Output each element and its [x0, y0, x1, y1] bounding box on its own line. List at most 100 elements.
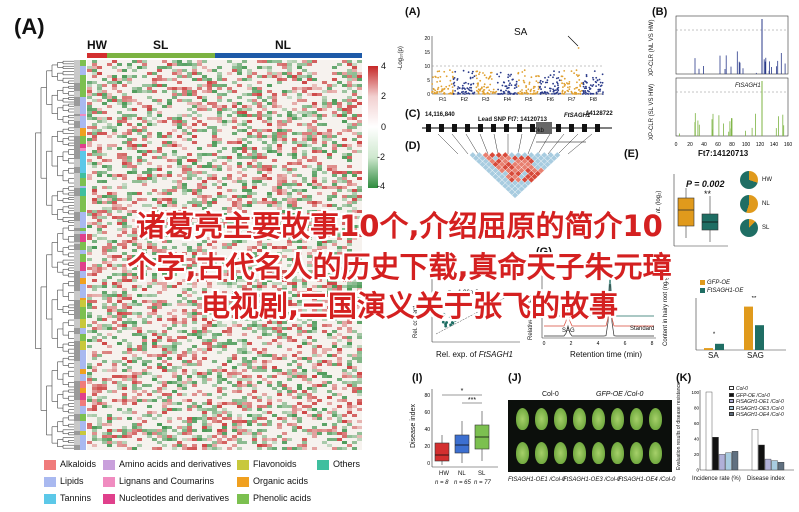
heatmap-cell	[352, 225, 357, 228]
manhattan-point	[592, 84, 595, 86]
manhattan-point	[465, 90, 467, 93]
heatmap-cell	[117, 69, 122, 72]
heatmap-cell	[272, 225, 277, 228]
heatmap-cell	[237, 258, 242, 261]
heatmap-cell	[222, 330, 227, 333]
heatmap-cell	[357, 96, 362, 99]
heatmap-cell	[152, 312, 157, 315]
manhattan-point	[541, 80, 544, 83]
group-bar-hw	[87, 53, 107, 58]
heatmap-cell	[197, 219, 202, 222]
heatmap-cell	[332, 297, 337, 300]
heatmap-cell	[137, 345, 142, 348]
heatmap-cell	[347, 99, 352, 102]
resistance-legend-item: Col-0	[729, 386, 748, 392]
heatmap-cell	[132, 240, 137, 243]
heatmap-cell	[302, 135, 307, 138]
heatmap-cell	[242, 258, 247, 261]
heatmap-cell	[242, 345, 247, 348]
manhattan-point	[453, 81, 456, 84]
class-strip-grey	[74, 400, 80, 406]
heatmap-cell	[102, 279, 107, 282]
heatmap-cell	[107, 294, 112, 297]
heatmap-cell	[132, 327, 137, 330]
legend-lignans: Lignans and Coumarins	[103, 476, 214, 487]
heatmap-cell	[222, 291, 227, 294]
heatmap-cell	[347, 183, 352, 186]
heatmap-cell	[117, 309, 122, 312]
heatmap-cell	[137, 333, 142, 336]
heatmap-cell	[122, 294, 127, 297]
heatmap-cell	[157, 234, 162, 237]
heatmap-cell	[87, 237, 92, 240]
heatmap-cell	[247, 324, 252, 327]
heatmap-cell	[192, 315, 197, 318]
heatmap-cell	[342, 324, 347, 327]
manhattan-point	[552, 88, 554, 91]
heatmap-cell	[252, 390, 257, 393]
group-bar-sl	[107, 53, 215, 58]
heatmap-cell	[207, 195, 212, 198]
heatmap-cell	[112, 255, 117, 258]
heatmap-cell	[322, 429, 327, 432]
heatmap-cell	[337, 405, 342, 408]
heatmap-cell	[117, 219, 122, 222]
heatmap-cell	[337, 237, 342, 240]
heatmap-cell	[232, 369, 237, 372]
heatmap-cell	[92, 153, 97, 156]
heatmap-cell	[122, 240, 127, 243]
heatmap-cell	[257, 354, 262, 357]
heatmap-cell	[202, 318, 207, 321]
heatmap-cell	[92, 240, 97, 243]
heatmap-cell	[127, 447, 132, 450]
heatmap-cell	[132, 378, 137, 381]
heatmap-cell	[132, 87, 137, 90]
heatmap-cell	[202, 375, 207, 378]
heatmap-cell	[342, 156, 347, 159]
heatmap-cell	[332, 447, 337, 450]
heatmap-cell	[212, 90, 217, 93]
heatmap-cell	[247, 393, 252, 396]
heatmap-cell	[122, 324, 127, 327]
heatmap-cell	[242, 342, 247, 345]
heatmap-cell	[132, 180, 137, 183]
heatmap-cell	[297, 420, 302, 423]
heatmap-cell	[262, 114, 267, 117]
heatmap-cell	[222, 363, 227, 366]
disease-ytick: 60	[424, 410, 430, 416]
heatmap-cell	[227, 330, 232, 333]
heatmap-cell	[307, 216, 312, 219]
heatmap-cell	[322, 141, 327, 144]
heatmap-cell	[332, 90, 337, 93]
heatmap-cell	[237, 108, 242, 111]
heatmap-cell	[137, 255, 142, 258]
heatmap-cell	[232, 366, 237, 369]
heatmap-cell	[162, 360, 167, 363]
heatmap-cell	[282, 129, 287, 132]
heatmap-cell	[147, 105, 152, 108]
heatmap-cell	[207, 297, 212, 300]
heatmap-cell	[247, 204, 252, 207]
heatmap-cell	[212, 345, 217, 348]
heatmap-cell	[152, 429, 157, 432]
heatmap-cell	[347, 84, 352, 87]
heatmap-cell	[157, 390, 162, 393]
class-strip-grey	[74, 173, 80, 178]
heatmap-cell	[127, 312, 132, 315]
class-strip-grey	[74, 144, 80, 148]
heatmap-cell	[112, 381, 117, 384]
disease-n-hw: n = 8	[435, 480, 449, 486]
heatmap-cell	[287, 63, 292, 66]
heatmap-cell	[242, 357, 247, 360]
heatmap-cell	[292, 87, 297, 90]
heatmap-cell	[127, 273, 132, 276]
heatmap-cell	[347, 144, 352, 147]
heatmap-cell	[337, 438, 342, 441]
heatmap-cell	[177, 210, 182, 213]
heatmap-cell	[352, 387, 357, 390]
heatmap-cell	[112, 132, 117, 135]
heatmap-cell	[297, 93, 302, 96]
manhattan-arrow	[567, 35, 579, 47]
heatmap-cell	[142, 288, 147, 291]
heatmap-cell	[257, 258, 262, 261]
